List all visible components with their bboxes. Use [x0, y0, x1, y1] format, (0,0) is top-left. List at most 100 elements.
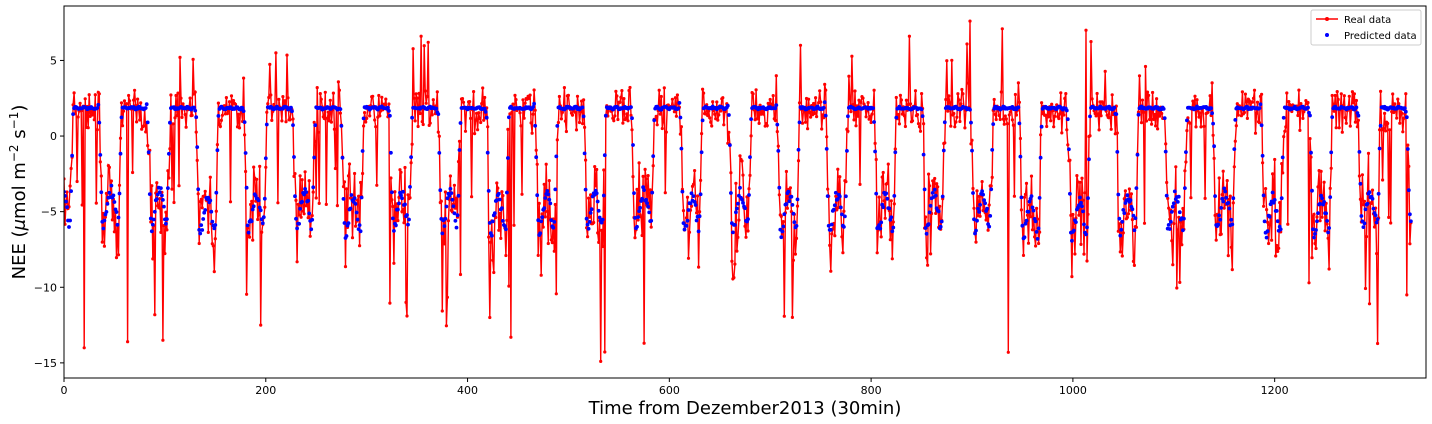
predicted-data-point — [1134, 186, 1139, 191]
predicted-data-point — [1358, 181, 1363, 186]
real-data-point — [612, 119, 616, 123]
real-data-point — [434, 104, 438, 108]
real-data-point — [411, 47, 415, 51]
predicted-data-point — [688, 201, 693, 206]
real-data-point — [285, 53, 289, 57]
real-data-point — [518, 111, 522, 115]
predicted-data-point — [107, 190, 112, 195]
predicted-data-point — [1279, 196, 1284, 201]
real-data-point — [1144, 119, 1149, 123]
predicted-data-point — [245, 223, 250, 228]
predicted-data-point — [548, 201, 553, 206]
real-data-point — [482, 118, 486, 122]
real-data-point — [1232, 165, 1236, 169]
real-data-point — [268, 62, 272, 66]
predicted-data-point — [602, 153, 607, 158]
predicted-data-point — [589, 207, 594, 212]
real-data-point — [773, 118, 777, 122]
predicted-data-point — [1402, 106, 1407, 110]
predicted-data-point — [1172, 189, 1177, 194]
predicted-data-point — [735, 206, 739, 211]
real-data-point — [644, 177, 648, 181]
real-data-point — [1177, 215, 1181, 219]
predicted-data-point — [846, 114, 850, 119]
predicted-data-point — [1224, 195, 1229, 200]
predicted-data-point — [1405, 147, 1410, 151]
real-data-point — [193, 90, 197, 94]
real-data-point — [1116, 229, 1120, 233]
real-data-point — [618, 100, 622, 104]
predicted-data-point — [71, 112, 75, 116]
real-data-point — [891, 220, 895, 224]
real-data-point — [236, 112, 241, 116]
real-data-point — [1151, 90, 1155, 95]
real-data-point — [1008, 110, 1012, 114]
real-data-point — [170, 187, 174, 191]
predicted-data-point — [199, 223, 204, 228]
predicted-data-point — [684, 224, 689, 228]
real-data-point — [621, 121, 625, 125]
predicted-data-point — [390, 190, 394, 195]
real-data-point — [188, 96, 192, 100]
predicted-data-point — [98, 153, 103, 157]
real-data-point — [1262, 204, 1266, 208]
real-data-point — [542, 182, 546, 186]
real-data-point — [112, 230, 116, 234]
predicted-data-point — [600, 217, 605, 222]
real-data-point — [867, 117, 871, 121]
predicted-data-point — [645, 201, 649, 206]
real-data-point — [245, 292, 249, 296]
real-data-point — [1095, 91, 1099, 96]
real-data-point — [1118, 250, 1122, 254]
predicted-data-point — [400, 196, 404, 201]
x-tick-label: 200 — [255, 384, 276, 397]
real-data-point — [913, 89, 918, 93]
real-data-point — [133, 88, 137, 92]
real-data-point — [1384, 129, 1388, 133]
real-data-point — [214, 209, 218, 213]
predicted-data-point — [774, 103, 779, 107]
predicted-data-point — [694, 218, 699, 223]
predicted-data-point — [970, 148, 974, 153]
real-data-point — [946, 109, 950, 113]
predicted-data-point — [1230, 222, 1235, 227]
predicted-data-point — [297, 221, 301, 226]
real-data-point — [1389, 221, 1393, 225]
real-data-point — [1199, 125, 1203, 129]
predicted-data-point — [450, 197, 455, 202]
predicted-data-point — [1327, 226, 1331, 230]
real-data-point — [333, 166, 337, 171]
predicted-data-point — [838, 205, 843, 210]
real-data-point — [807, 97, 811, 101]
predicted-data-point — [978, 202, 982, 207]
predicted-data-point — [887, 206, 892, 211]
real-data-point — [968, 19, 972, 23]
real-data-point — [986, 228, 990, 232]
real-data-point — [842, 209, 846, 213]
real-data-point — [413, 119, 417, 123]
predicted-data-point — [298, 206, 302, 211]
real-data-point — [1332, 109, 1336, 113]
real-data-point — [715, 100, 719, 104]
predicted-data-point — [260, 221, 265, 226]
real-data-point — [496, 186, 500, 190]
real-data-point — [624, 117, 628, 121]
real-data-point — [1129, 192, 1133, 196]
predicted-data-point — [1328, 195, 1333, 200]
predicted-data-point — [1033, 219, 1038, 224]
predicted-data-point — [1064, 108, 1069, 113]
real-data-point — [357, 194, 361, 198]
predicted-data-point — [692, 200, 697, 204]
real-data-point — [1079, 242, 1083, 246]
predicted-data-point — [160, 193, 164, 198]
real-data-point — [874, 157, 878, 162]
predicted-data-point — [506, 156, 510, 160]
real-data-point — [700, 132, 704, 136]
real-data-point — [317, 201, 321, 205]
predicted-data-point — [1270, 190, 1275, 195]
real-data-point — [785, 206, 790, 210]
real-data-point — [888, 238, 892, 242]
predicted-data-point — [631, 143, 635, 147]
real-data-point — [555, 138, 559, 142]
real-data-point — [1081, 198, 1085, 202]
